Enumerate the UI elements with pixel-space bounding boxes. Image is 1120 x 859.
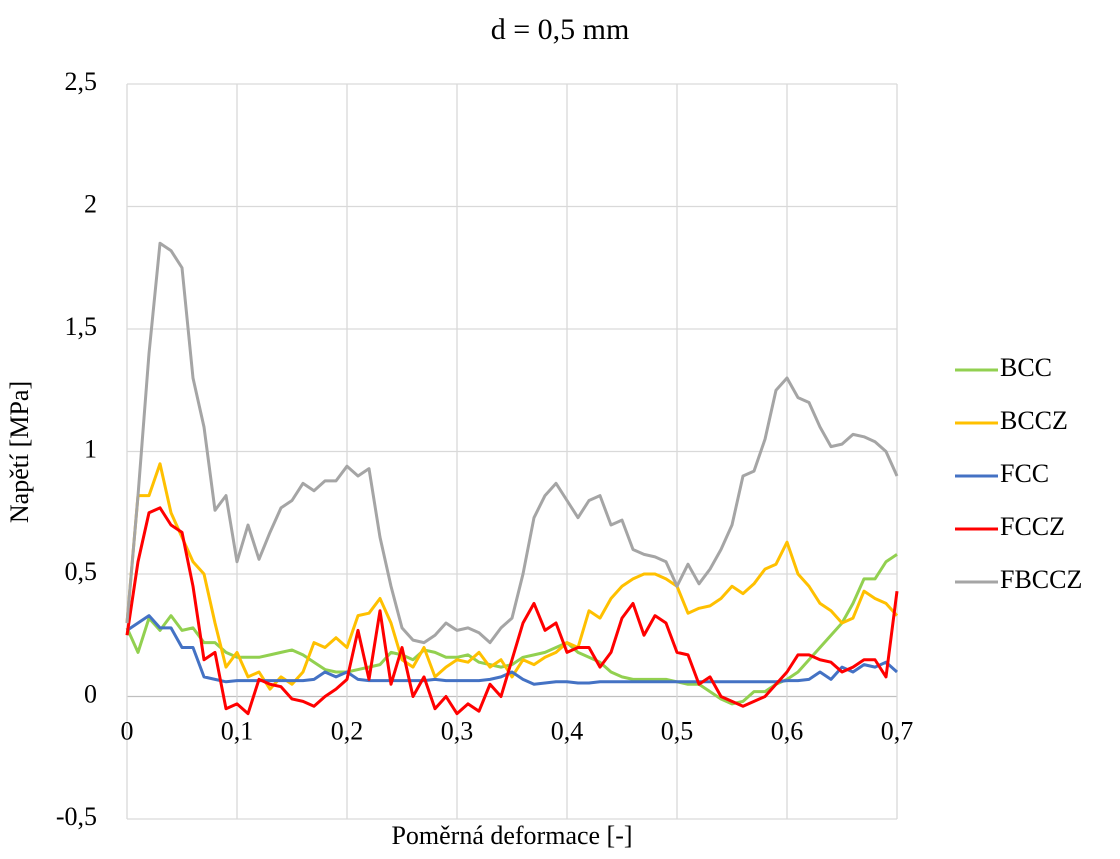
x-tick-label: 0,5 [661, 716, 694, 745]
x-tick-label: 0,4 [551, 716, 584, 745]
x-tick-label: 0 [121, 716, 134, 745]
x-tick-label: 0,6 [771, 716, 804, 745]
y-tick-label: -0,5 [56, 802, 97, 831]
y-tick-label: 0,5 [65, 557, 98, 586]
legend-label: BCCZ [1000, 406, 1068, 435]
x-tick-label: 0,2 [331, 716, 364, 745]
y-axis-title: Napětí [MPa] [5, 381, 34, 523]
line-series [125, 241, 899, 645]
x-tick-label: 0,1 [221, 716, 254, 745]
y-tick-label: 0 [84, 679, 97, 708]
x-tick-label: 0,3 [441, 716, 474, 745]
chart-title: d = 0,5 mm [491, 13, 630, 46]
y-tick-label: 2,5 [65, 67, 98, 96]
line-series [125, 506, 899, 716]
line-series [125, 462, 899, 691]
x-tick-label: 0,7 [881, 716, 914, 745]
y-tick-label: 1 [84, 434, 97, 463]
legend-label: BCC [1000, 353, 1052, 382]
y-tick-label: 1,5 [65, 312, 98, 341]
legend-label: FCCZ [1000, 512, 1065, 541]
line-series [126, 614, 898, 686]
y-tick-label: 2 [84, 189, 97, 218]
legend-label: FBCCZ [1000, 565, 1082, 594]
x-axis-title: Poměrná deformace [-] [391, 821, 632, 850]
legend-label: FCC [1000, 459, 1049, 488]
